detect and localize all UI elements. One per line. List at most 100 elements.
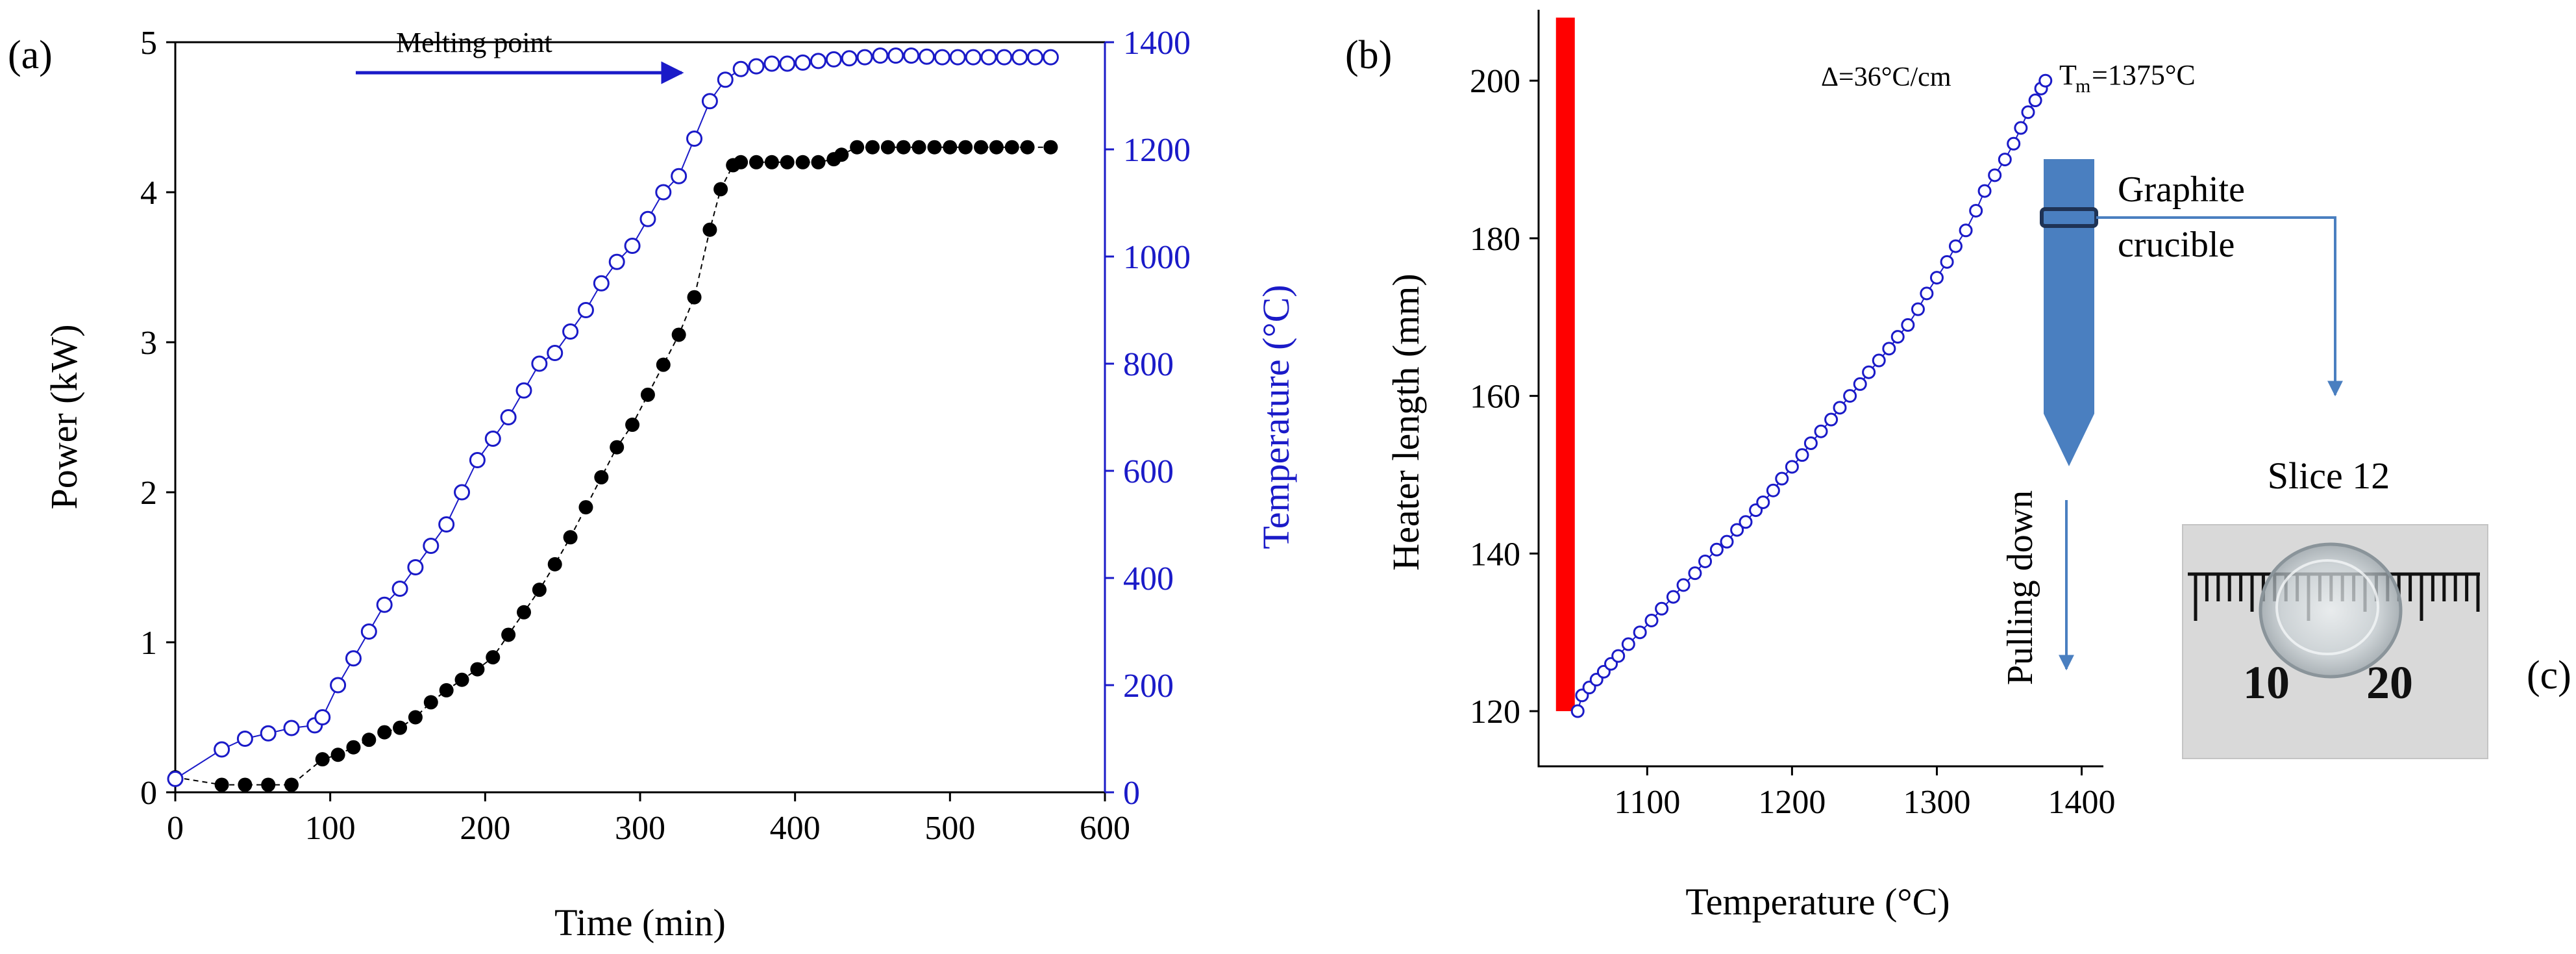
power-data-point (734, 155, 749, 169)
profile-data-point (1882, 342, 1896, 356)
temperature-data-point (423, 538, 440, 554)
b-x-tick-label: 1100 (1614, 784, 1680, 821)
a-x-tick-label: 400 (770, 810, 821, 847)
temperature-data-point (872, 47, 889, 64)
temperature-data-point (484, 431, 501, 447)
a-y-tick-label: 1 (140, 625, 157, 662)
temperature-data-point (167, 770, 184, 787)
temperature-data-point (577, 302, 594, 318)
temperature-data-point (1042, 49, 1059, 66)
panel-c-label: (c) (2527, 653, 2571, 697)
temperature-data-point (391, 581, 408, 597)
temperature-data-point (360, 623, 377, 640)
temperature-data-point (260, 725, 277, 742)
power-data-point (958, 140, 973, 155)
profile-data-point (2014, 121, 2028, 135)
profile-data-point (2028, 94, 2042, 108)
a-x-tick-label: 200 (460, 810, 510, 847)
temperature-data-point (376, 596, 393, 613)
temperature-data-point (1027, 49, 1044, 66)
profile-data-point (1977, 184, 1992, 198)
a-y2-tick-label: 1200 (1123, 132, 1191, 169)
power-data-point (423, 695, 438, 710)
power-data-point (486, 650, 501, 665)
temperature-data-point (314, 709, 331, 725)
power-data-point (687, 290, 702, 305)
temperature-data-point (903, 47, 920, 64)
power-series-line (175, 146, 1051, 786)
temperature-data-point (345, 650, 362, 667)
temperature-data-point (732, 60, 749, 77)
profile-data-point (2021, 105, 2035, 119)
b-y-tick-label: 120 (1470, 694, 1520, 731)
panel-a-y2-axis-title: Temperature (°C) (1255, 284, 1297, 549)
power-data-point (865, 140, 880, 155)
power-data-point (896, 140, 911, 155)
panel-b-x-axis-title: Temperature (°C) (1685, 881, 1950, 923)
temperature-data-point (593, 275, 610, 292)
temperature-data-point (748, 58, 765, 75)
power-data-point (713, 182, 728, 197)
profile-data-point (1756, 495, 1770, 509)
crucible-callout-line (2096, 216, 2343, 397)
profile-data-point (2038, 73, 2053, 88)
panel-a-chart: (a) 0 100 200 300 400 500 600 0 1 2 3 4 5 0 200 400 60… (8, 25, 1297, 944)
temperature-data-point (779, 55, 796, 72)
profile-data-point (1872, 353, 1886, 368)
pulling-down-label: Pulling down (2000, 490, 2040, 685)
temperature-data-point (701, 93, 718, 110)
temperature-data-point (283, 720, 300, 736)
b-x-tick-label: 1200 (1758, 784, 1826, 821)
heater-bar (1555, 18, 1575, 712)
temperature-data-point (825, 51, 842, 68)
power-data-point (517, 605, 531, 620)
profile-data-point (1666, 590, 1680, 604)
panel-b-label: (b) (1345, 33, 1392, 77)
a-x-tick-label: 300 (615, 810, 665, 847)
profile-data-point (1862, 365, 1876, 379)
a-y2-tick-label: 1000 (1123, 239, 1191, 276)
a-x-tick-label: 600 (1080, 810, 1130, 847)
ruler-label-10: 10 (2243, 657, 2290, 709)
a-y2-tick-label: 1400 (1123, 25, 1191, 62)
b-y-tick-label: 180 (1470, 221, 1520, 258)
a-y-tick-label: 3 (140, 325, 157, 362)
melting-temperature-label: T m =1375°C (2059, 59, 2196, 97)
power-data-point (362, 733, 377, 747)
power-data-point (943, 140, 958, 155)
profile-data-point (1633, 625, 1647, 640)
temperature-data-point (655, 184, 672, 201)
profile-data-point (1611, 649, 1626, 663)
temperature-data-point (996, 49, 1013, 66)
power-data-point (346, 740, 361, 755)
temperature-data-point (887, 47, 904, 64)
power-data-point (1020, 140, 1035, 155)
power-data-point (749, 155, 763, 169)
temperature-data-point (547, 345, 564, 361)
profile-data-point (1948, 239, 1963, 253)
profile-data-point (1621, 637, 1635, 651)
power-data-point (974, 140, 989, 155)
profile-data-point (1570, 704, 1585, 718)
crystal-slice-image (2259, 542, 2403, 679)
power-data-point (393, 720, 408, 735)
profile-data-point (1775, 471, 1789, 486)
b-x-tick-label: 1400 (2048, 784, 2116, 821)
power-data-point (330, 747, 345, 762)
profile-data-point (1998, 153, 2012, 167)
temperature-data-point (795, 54, 811, 71)
power-data-point (764, 155, 779, 169)
temperature-data-point (407, 559, 424, 575)
power-data-point (1004, 140, 1019, 155)
a-y2-tick-label: 600 (1123, 453, 1174, 490)
power-data-point (594, 470, 609, 484)
power-data-point (261, 777, 276, 792)
a-y2-tick-label: 0 (1123, 775, 1140, 812)
temperature-data-point (717, 71, 734, 88)
temperature-data-point (624, 238, 641, 254)
power-data-point (989, 140, 1004, 155)
power-data-point (408, 710, 423, 725)
a-y2-tick-label: 400 (1123, 560, 1174, 597)
temperature-series-line (175, 55, 1051, 780)
